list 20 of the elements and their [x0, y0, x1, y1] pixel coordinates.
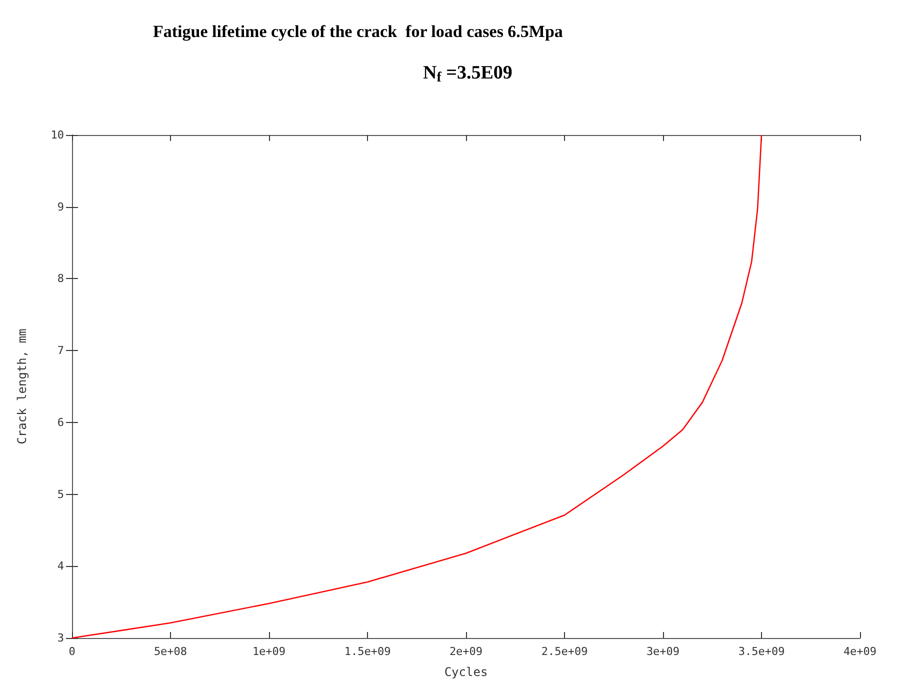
chart-title: Fatigue lifetime cycle of the crack for load cases 6.5Mpa — [153, 22, 564, 41]
y-tick-label: 7 — [57, 344, 64, 358]
y-tick-label: 3 — [57, 632, 64, 644]
y-tick-label: 6 — [57, 416, 64, 429]
y-tick-label: 8 — [57, 272, 64, 286]
x-tick-label: 1e+09 — [252, 645, 286, 658]
y-tick-label: 9 — [57, 200, 64, 214]
x-axis-title: Cycles — [444, 665, 488, 679]
x-tick-label: 1.5e+09 — [344, 645, 391, 658]
x-tick-label: 2e+09 — [449, 645, 483, 658]
x-tick-label: 5e+08 — [154, 645, 188, 658]
x-tick-label: 2.5e+09 — [541, 645, 588, 658]
x-tick-label: 4e+09 — [843, 645, 877, 658]
y-axis-title: Crack length, mm — [15, 328, 29, 444]
x-tick-label: 3e+09 — [646, 645, 680, 658]
y-tick-label: 10 — [50, 128, 64, 142]
y-tick-label: 4 — [57, 560, 64, 573]
x-tick-label: 0 — [68, 645, 76, 658]
y-tick-label: 5 — [57, 488, 64, 501]
x-tick-label: 3.5e+09 — [738, 645, 785, 658]
